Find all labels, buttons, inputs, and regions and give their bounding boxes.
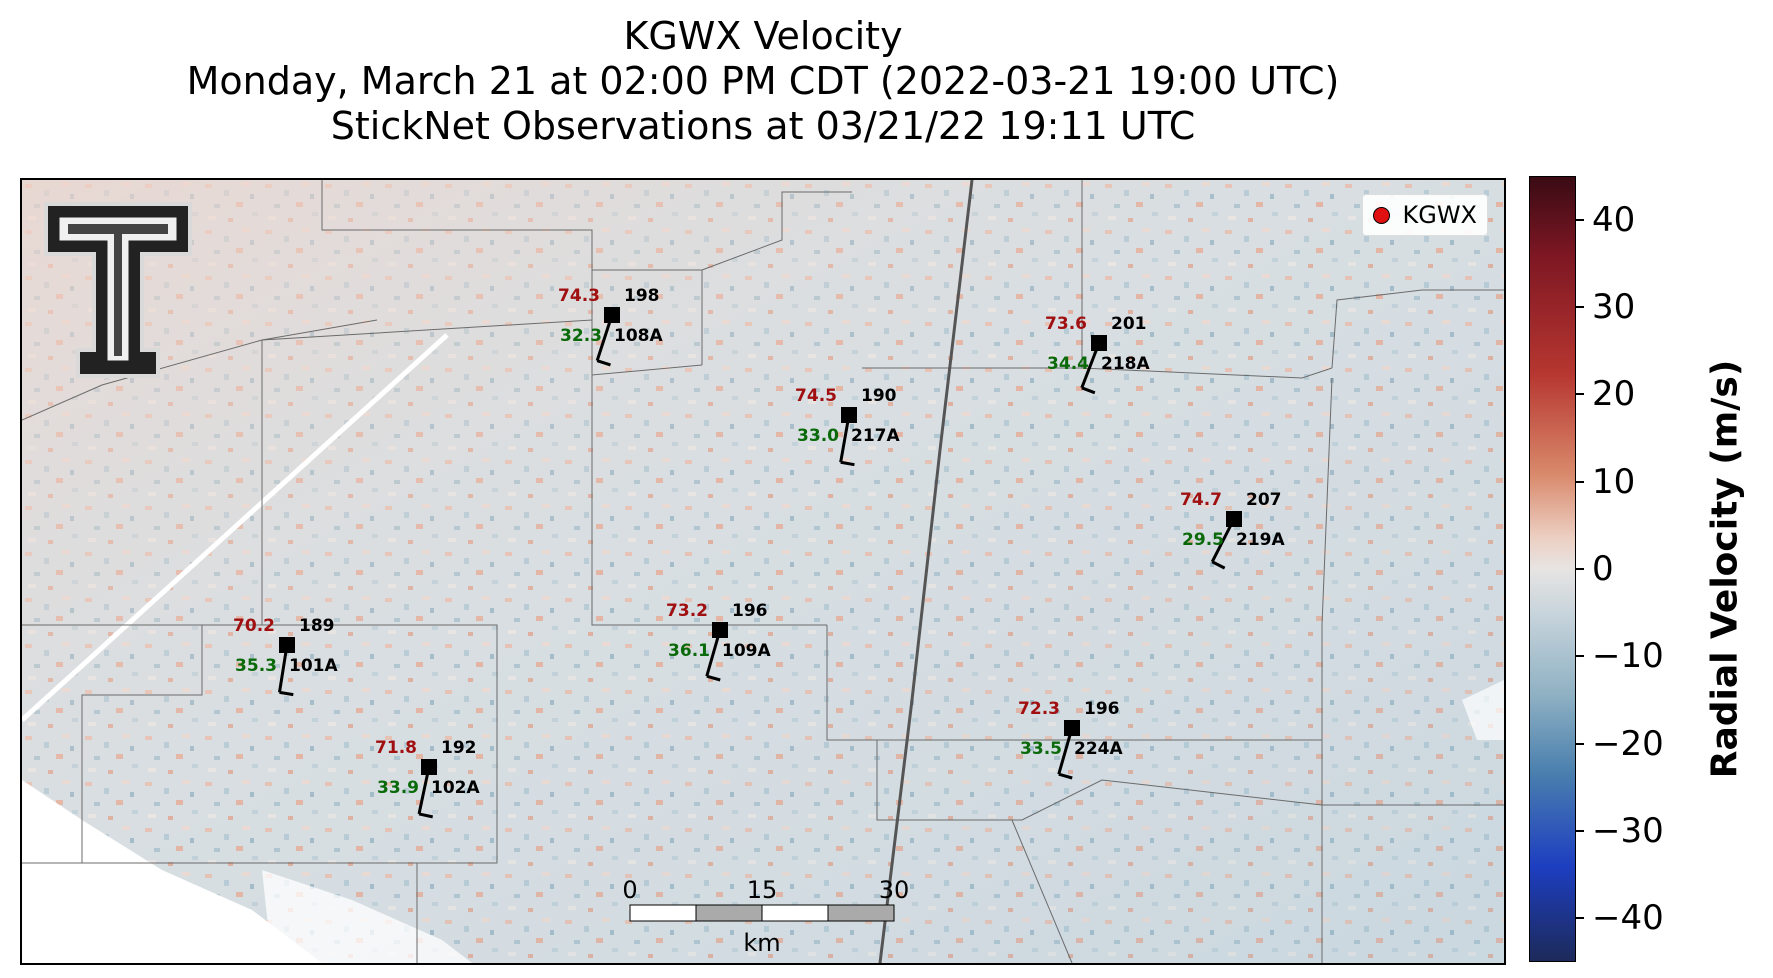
wind-barb-feather <box>706 674 721 682</box>
no-data-area-3 <box>1462 680 1504 740</box>
station-temperature: 73.6 <box>1045 314 1087 334</box>
colorbar-tick-mark <box>1576 568 1584 570</box>
legend: KGWX <box>1362 194 1488 236</box>
station-wind-direction: 198 <box>624 286 660 306</box>
station-id: 102A <box>431 778 480 798</box>
station-temperature: 74.5 <box>795 386 837 406</box>
station-wind-direction: 190 <box>861 386 897 406</box>
station-id: 218A <box>1101 354 1150 374</box>
station-wind-direction: 196 <box>732 601 768 621</box>
no-data-area <box>22 780 322 963</box>
colorbar-tick-label: 40 <box>1592 199 1636 240</box>
colorbar-tick-label: 30 <box>1592 287 1636 327</box>
wind-barb-feather <box>1058 772 1073 780</box>
station-marker-icon <box>1226 511 1242 527</box>
station-wind-direction: 192 <box>441 738 477 758</box>
title-line-2: Monday, March 21 at 02:00 PM CDT (2022-0… <box>186 59 1340 103</box>
wind-barb-feather <box>596 359 611 367</box>
beam-blockage-line <box>22 333 449 722</box>
wind-barb-feather <box>840 460 855 467</box>
station-dewpoint: 35.3 <box>235 656 277 676</box>
station-temperature: 74.7 <box>1180 490 1222 510</box>
stations-layer: 74.3 198 32.3 108A 74.5 190 33.0 217A 73.6 201 34.… <box>233 286 1285 819</box>
station-217A: 74.5 190 33.0 217A <box>795 386 900 467</box>
radar-map: 0 15 30 km 74.3 198 32.3 108A 74.5 190 33.0 217… <box>20 178 1506 965</box>
state-boundary <box>878 180 974 963</box>
station-dewpoint: 33.9 <box>377 778 419 798</box>
colorbar-tick-label: 0 <box>1592 549 1614 589</box>
colorbar-title: Radial Velocity (m/s) <box>1704 359 1746 779</box>
colorbar-tick-label: −20 <box>1592 723 1664 764</box>
station-dewpoint: 36.1 <box>668 641 710 661</box>
scale-tick-30: 30 <box>879 876 910 904</box>
station-224A: 72.3 196 33.5 224A <box>1018 699 1123 780</box>
station-wind-direction: 189 <box>299 616 335 636</box>
radar-site-marker-icon <box>1373 206 1391 224</box>
station-dewpoint: 33.0 <box>797 426 839 446</box>
wind-barb-feather <box>1081 386 1096 395</box>
colorbar-tick-mark <box>1576 655 1584 658</box>
station-219A: 74.7 207 29.5 219A <box>1180 490 1285 570</box>
colorbar-tick-mark <box>1576 742 1584 745</box>
no-data-area-2 <box>262 870 472 963</box>
station-marker-icon <box>421 759 437 775</box>
station-wind-direction: 201 <box>1111 314 1147 334</box>
station-wind-direction: 207 <box>1246 490 1282 510</box>
colorbar-tick-label: 10 <box>1592 461 1636 502</box>
station-dewpoint: 33.5 <box>1020 739 1062 759</box>
colorbar-tick-mark <box>1576 218 1584 221</box>
station-id: 108A <box>614 326 663 346</box>
title-line-3: StickNet Observations at 03/21/22 19:11 … <box>330 104 1196 148</box>
station-dewpoint: 34.4 <box>1047 354 1089 374</box>
station-id: 219A <box>1236 530 1285 550</box>
colorbar-tick-label: −10 <box>1592 636 1664 677</box>
station-101A: 70.2 189 35.3 101A <box>233 616 338 697</box>
colorbar-tick-label: −40 <box>1592 898 1664 939</box>
station-102A: 71.8 192 33.9 102A <box>375 738 480 819</box>
colorbar-tick-label: 20 <box>1592 374 1636 415</box>
scale-bar: 0 15 30 km <box>622 876 909 957</box>
station-218A: 73.6 201 34.4 218A <box>1045 314 1150 395</box>
station-temperature: 73.2 <box>666 601 708 621</box>
station-temperature: 70.2 <box>233 616 275 636</box>
colorbar-tick-mark <box>1576 480 1584 483</box>
station-marker-icon <box>1091 335 1107 351</box>
station-108A: 74.3 198 32.3 108A <box>558 286 663 367</box>
title-line-1: KGWX Velocity <box>623 14 903 58</box>
station-dewpoint: 32.3 <box>560 326 602 346</box>
station-temperature: 72.3 <box>1018 699 1060 719</box>
station-id: 224A <box>1074 739 1123 759</box>
station-109A: 73.2 196 36.1 109A <box>666 601 771 682</box>
station-id: 217A <box>851 426 900 446</box>
radar-map-canvas: 0 15 30 km 74.3 198 32.3 108A 74.5 190 33.0 217… <box>22 180 1504 963</box>
scale-unit: km <box>743 929 780 957</box>
colorbar <box>1529 176 1576 962</box>
station-marker-icon <box>1064 720 1080 736</box>
colorbar-tick-mark <box>1576 917 1584 920</box>
station-marker-icon <box>841 407 857 423</box>
station-wind-direction: 196 <box>1084 699 1120 719</box>
wind-barb-feather <box>1211 560 1226 570</box>
county-boundaries <box>22 180 1504 963</box>
colorbar-tick-mark <box>1576 306 1584 308</box>
station-dewpoint: 29.5 <box>1182 530 1224 550</box>
station-temperature: 74.3 <box>558 286 600 306</box>
station-marker-icon <box>712 622 728 638</box>
station-temperature: 71.8 <box>375 738 417 758</box>
colorbar-tick-mark <box>1576 393 1584 396</box>
velocity-tint <box>22 180 1504 963</box>
legend-label: KGWX <box>1402 201 1477 229</box>
station-id: 109A <box>722 641 771 661</box>
wind-barb-feather <box>418 812 434 819</box>
scale-tick-15: 15 <box>747 876 778 904</box>
station-id: 101A <box>289 656 338 676</box>
station-marker-icon <box>279 637 295 653</box>
scale-tick-0: 0 <box>622 876 637 904</box>
colorbar-tick-label: −30 <box>1592 811 1664 851</box>
station-marker-icon <box>604 307 620 323</box>
texas-tech-logo-icon <box>42 200 194 384</box>
colorbar-tick-mark <box>1576 830 1584 832</box>
wind-barb-feather <box>279 690 294 697</box>
